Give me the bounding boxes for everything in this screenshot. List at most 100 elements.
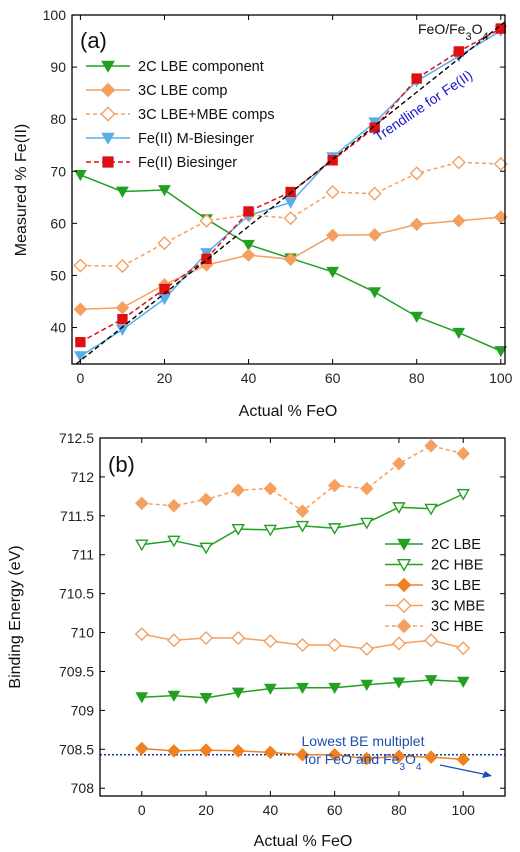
data-point [284,197,297,209]
legend-marker [101,132,115,145]
data-point [231,523,245,536]
series-3c-lbe-mbe-comps [73,155,508,274]
data-point [167,498,181,513]
reference-line-arrow [439,764,489,776]
x-tick-label: 80 [391,802,407,818]
data-point [231,483,245,497]
legend-label: 3C HBE [431,619,484,635]
data-point [325,228,340,243]
panel-a-label: (a) [80,28,107,53]
panel-a-title: FeO/Fe3O4 [418,21,489,43]
data-point [296,682,309,695]
data-point [231,687,245,699]
legend-marker [100,82,116,98]
x-tick-label: 80 [409,370,425,386]
data-point [295,637,310,653]
y-tick-label: 80 [50,111,66,127]
data-point [283,252,298,267]
data-point [263,524,278,537]
panel-a-ylabel: Measured % Fe(II) [13,124,30,256]
y-tick-label: 708 [71,780,95,796]
legend-label: 2C HBE [431,558,484,574]
data-point [327,523,342,535]
data-point [159,283,170,295]
data-point [167,690,181,702]
data-point [231,744,245,758]
data-point [295,747,310,762]
y-tick-label: 50 [50,267,66,283]
data-point [359,641,374,656]
legend-label: Fe(II) Biesinger [138,155,237,171]
data-point [424,503,438,516]
trendline-label: Trendline for Fe(II) [371,67,476,145]
data-point [199,542,213,555]
panel-a: 0 20 40 60 80 100 40 50 60 70 80 90 100 (a) FeO/Fe3O… [13,7,513,420]
panel-a-xlabel: Actual % FeO [239,403,338,420]
data-point [410,311,424,323]
reference-line-label-2: for FeO and Fe3O4 [305,751,422,773]
y-tick-label: 710.5 [59,586,94,602]
legend-label: 2C LBE component [138,59,264,75]
legend-item: 3C MBE [385,597,485,615]
legend-item: Fe(II) M-Biesinger [86,131,254,147]
data-point [392,749,406,764]
legend-item: 2C LBE component [86,59,264,75]
panel-b-legend: 2C LBE 2C HBE 3C LBE 3C MBE 3C HBE [385,537,485,635]
data-point [368,287,382,299]
data-point [360,517,374,530]
legend-item: 3C LBE [385,577,481,594]
data-point [166,633,181,648]
data-point [117,314,128,325]
legend-label: 3C LBE comp [138,83,227,99]
legend-label: Fe(II) M-Biesinger [138,131,254,147]
data-point [424,439,438,453]
data-point [409,217,424,232]
data-point [263,481,278,496]
legend-marker [396,597,412,614]
data-point [424,675,438,687]
data-point [115,300,130,315]
data-point [453,46,464,57]
data-point [74,351,87,363]
legend-item: 3C HBE [385,618,484,635]
data-point [231,630,246,646]
legend-marker [396,577,412,593]
x-tick-label: 0 [77,370,85,386]
data-point [74,170,87,182]
legend-item: Fe(II) Biesinger [86,155,237,171]
legend-item: 3C LBE comp [86,82,227,99]
data-point [167,535,181,548]
legend-label: 3C LBE+MBE comps [138,107,275,123]
y-tick-label: 712.5 [59,430,94,446]
data-point [452,327,466,339]
legend-label: 3C LBE [431,578,481,594]
data-point [283,211,298,226]
x-tick-label: 100 [452,802,476,818]
data-point [135,496,149,511]
data-point [135,692,149,704]
data-point [73,302,88,317]
y-tick-label: 709.5 [59,663,94,679]
data-point [456,641,471,656]
x-tick-label: 0 [138,802,146,818]
data-point [134,627,149,642]
data-point [116,186,129,198]
data-point [295,504,310,518]
data-point [360,481,374,496]
series-line [80,27,502,343]
y-tick-label: 100 [43,7,67,23]
y-tick-label: 708.5 [59,741,94,757]
series-2c-lbe [135,675,470,705]
panel-b-ticks: 0 20 40 60 80 100 708 708.5 709 709.5 710 710.5 711 7… [59,430,505,818]
x-tick-label: 100 [489,370,513,386]
data-point [392,677,406,689]
data-point [367,186,382,201]
data-point [263,683,277,695]
x-tick-label: 40 [263,802,279,818]
data-point [451,155,466,170]
panel-a-trendline [75,20,505,364]
data-point [367,228,382,242]
data-point [326,266,340,279]
panel-b-plot-frame [99,437,506,797]
data-point [115,259,130,274]
